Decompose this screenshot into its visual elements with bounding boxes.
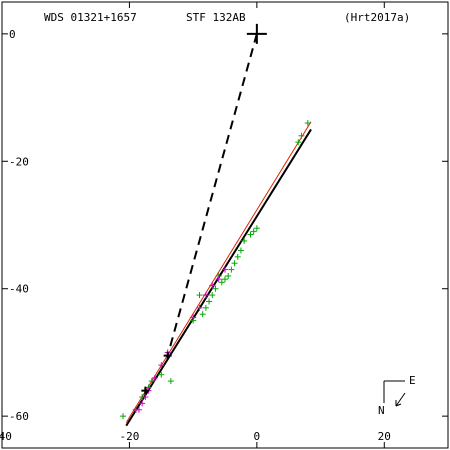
observation-point-magenta bbox=[158, 362, 165, 369]
compass-east-label: E bbox=[409, 374, 416, 387]
observation-point-green bbox=[237, 247, 244, 254]
observation-point-green bbox=[225, 272, 232, 279]
y-tick-label: -40 bbox=[9, 283, 29, 296]
motion-arrow-icon bbox=[395, 392, 406, 407]
observation-point-green bbox=[250, 228, 257, 235]
observation-point-magenta bbox=[142, 394, 149, 401]
position-markers bbox=[141, 23, 267, 395]
discoverer-label: STF 132AB bbox=[186, 11, 246, 24]
observation-point-green bbox=[234, 253, 241, 260]
observation-point-magenta bbox=[190, 314, 197, 321]
observation-point-green bbox=[218, 279, 225, 286]
observation-point-green bbox=[206, 298, 213, 305]
y-tick-label: -20 bbox=[9, 155, 29, 168]
reference-label: (Hrt2017a) bbox=[344, 11, 410, 24]
observation-point-magenta bbox=[202, 292, 209, 299]
position-cross-marker bbox=[141, 386, 150, 395]
observation-point-green bbox=[209, 292, 216, 299]
observation-point-green bbox=[167, 378, 174, 385]
observation-point-magenta bbox=[222, 266, 228, 273]
observation-point-magenta bbox=[151, 374, 158, 381]
y-tick-label: -60 bbox=[9, 410, 29, 423]
observation-point-green bbox=[304, 120, 311, 127]
compass-north-label: N bbox=[378, 404, 385, 417]
observation-point-green bbox=[231, 260, 238, 267]
observation-point-green bbox=[222, 276, 228, 283]
observation-point-magenta bbox=[215, 276, 222, 283]
x-tick-label: -40 bbox=[0, 430, 12, 443]
observation-point-green bbox=[295, 139, 302, 146]
y-tick-label: 0 bbox=[9, 28, 16, 41]
x-tick-label: 20 bbox=[378, 430, 391, 443]
motion-arrow-head-right bbox=[395, 403, 402, 407]
observation-point-green bbox=[241, 237, 248, 244]
observation-point-green bbox=[202, 304, 209, 311]
fit-line-red bbox=[125, 121, 312, 423]
observation-point-green bbox=[253, 225, 260, 232]
x-tick-label: -20 bbox=[119, 430, 139, 443]
x-tick-label: 0 bbox=[254, 430, 261, 443]
observation-point-green bbox=[199, 311, 206, 318]
observation-point-magenta bbox=[139, 400, 146, 407]
observation-point-green bbox=[196, 292, 203, 299]
observation-point-green bbox=[148, 378, 155, 385]
observation-point-green bbox=[212, 285, 219, 292]
dashed-line bbox=[166, 33, 258, 356]
position-cross-marker bbox=[163, 351, 172, 360]
observation-points bbox=[120, 120, 311, 420]
observation-point-magenta bbox=[196, 304, 203, 311]
observation-point-green bbox=[228, 266, 235, 273]
fit-lines bbox=[125, 33, 312, 427]
primary-star-marker bbox=[246, 23, 267, 44]
compass-rose: E N bbox=[378, 374, 416, 417]
observation-point-green bbox=[120, 413, 127, 420]
observation-point-magenta bbox=[132, 406, 139, 413]
wds-id-label: WDS 01321+1657 bbox=[44, 11, 137, 24]
observation-point-green bbox=[247, 231, 254, 238]
observation-point-magenta bbox=[209, 282, 216, 289]
observation-point-green bbox=[158, 371, 165, 378]
observation-point-green bbox=[298, 132, 305, 139]
